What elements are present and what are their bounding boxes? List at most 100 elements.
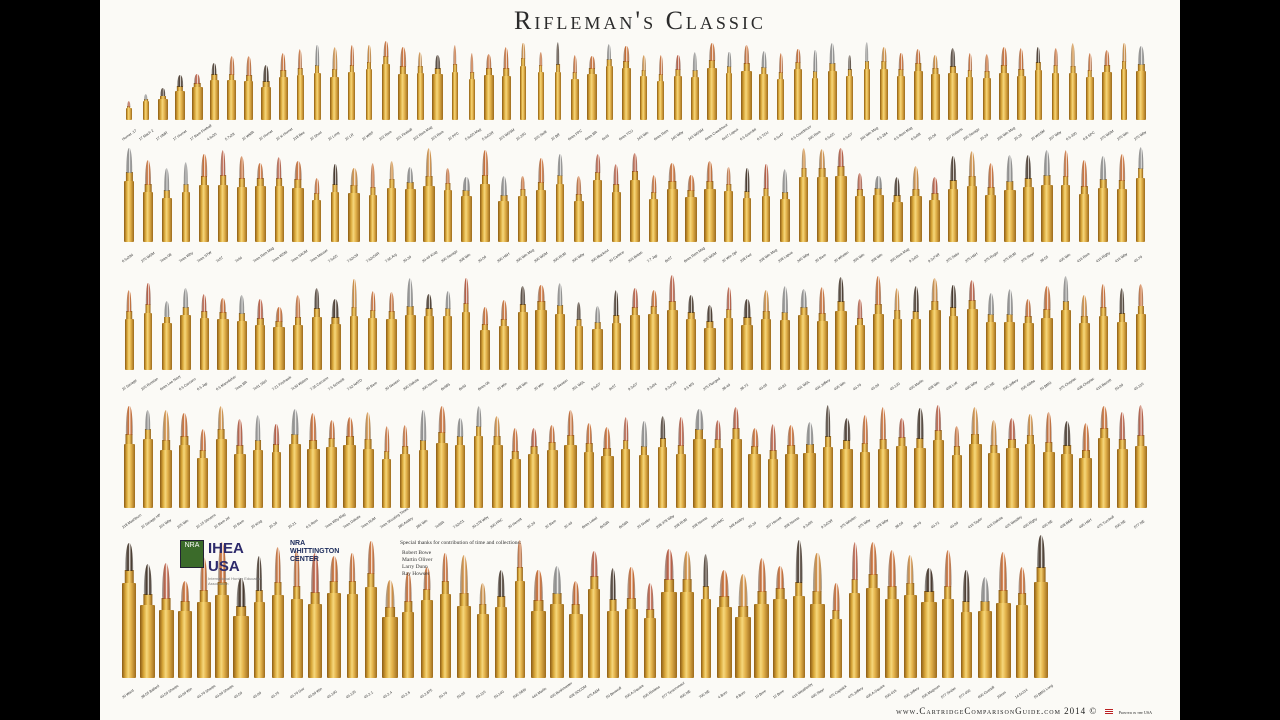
cartridge-case <box>218 184 228 242</box>
cartridge-bullet <box>825 405 831 438</box>
cartridge-label: 280 Ackley <box>397 516 414 530</box>
cartridge-bullet <box>646 582 654 610</box>
cartridge-neck <box>968 300 976 310</box>
cartridge-neck <box>714 439 722 449</box>
cartridge-bullet <box>520 175 525 190</box>
cartridge <box>215 541 230 678</box>
cartridge-bullet <box>1138 46 1145 65</box>
cartridge <box>528 427 540 508</box>
cartridge-bullet <box>1104 49 1110 66</box>
cartridge <box>921 567 937 678</box>
thanks-name: Robert Bowe <box>402 550 432 556</box>
cartridge-bullet <box>220 150 226 177</box>
cartridge <box>178 580 193 678</box>
cartridge-bullet <box>987 163 994 188</box>
cartridge <box>960 569 973 678</box>
cartridge <box>1025 413 1036 508</box>
cartridge-neck <box>126 311 133 320</box>
cartridge-case <box>348 72 356 120</box>
cartridge-bullet <box>163 167 170 192</box>
cartridge-bullet <box>1082 423 1090 451</box>
cartridge-label: 50-70 <box>437 690 448 700</box>
cartridge-bullet <box>623 416 629 441</box>
cartridge-neck <box>364 439 372 450</box>
cartridge-bullet <box>907 554 914 584</box>
cartridge-label: 351 WSL <box>571 379 586 392</box>
cartridge-neck <box>603 447 612 456</box>
cartridge-label: 30-30 <box>402 254 413 264</box>
cartridge-bullet <box>971 406 979 436</box>
cartridge-neck <box>406 181 414 190</box>
cartridge-case <box>423 185 435 242</box>
cartridge-bullet <box>916 407 924 440</box>
cartridge <box>639 54 648 120</box>
cartridge-label: 6.5 Rem <box>305 518 319 530</box>
cartridge <box>443 167 452 242</box>
cartridge-case <box>996 603 1011 678</box>
cartridge-bullet <box>517 539 523 569</box>
cartridge-case <box>290 598 303 678</box>
cartridge <box>468 52 475 120</box>
cartridge <box>892 287 902 370</box>
cartridge <box>555 282 565 370</box>
cartridge <box>362 411 374 508</box>
cartridge-neck <box>825 436 832 447</box>
cartridge-label: 300 RUM <box>552 251 568 264</box>
cartridge-neck <box>743 63 750 71</box>
cartridge-bullet <box>470 53 474 74</box>
cartridge-bullet <box>819 149 826 169</box>
cartridge-label: 500 Jeffery <box>902 686 920 700</box>
cartridge-neck <box>989 444 998 454</box>
cartridge-bullet <box>924 567 934 592</box>
cartridge <box>456 554 472 678</box>
cartridge <box>583 422 595 508</box>
cartridge-bullet <box>847 55 852 71</box>
cartridge <box>777 52 785 120</box>
cartridge-case <box>1015 604 1029 678</box>
cartridge <box>999 46 1010 120</box>
cartridge <box>536 157 547 242</box>
cartridge-case <box>960 611 973 678</box>
cartridge-label: 600 NE <box>679 689 692 700</box>
cartridge-bullet <box>236 419 243 447</box>
cartridge-bullet <box>183 161 188 185</box>
cartridge <box>863 41 870 120</box>
cartridge-neck <box>493 435 501 446</box>
cartridge <box>985 292 997 370</box>
cartridge-case <box>987 453 1000 508</box>
cartridge-label: 300 Wby <box>571 252 585 264</box>
cartridge-bullet <box>1006 154 1013 182</box>
poster: Rifleman's Classic Hornet .17 17 Mach 2 17… <box>100 0 1180 720</box>
cartridge-label: 300 Win Mag <box>514 248 535 264</box>
footer-website[interactable]: www.CartridgeComparisonGuide.com <box>896 706 1061 716</box>
cartridge <box>1079 159 1090 242</box>
cartridge-neck <box>1100 428 1108 439</box>
cartridge-label: 38-56 <box>893 520 904 530</box>
poster-footer: www.CartridgeComparisonGuide.com 2014 © … <box>896 706 1152 716</box>
cartridge-label: 495 A-Square <box>865 683 886 700</box>
cartridge-neck <box>1045 442 1053 452</box>
cartridge <box>799 147 808 242</box>
cartridge-label: 38-55 <box>1039 254 1050 264</box>
cartridge-case <box>762 195 771 242</box>
ihea-logo-subtext: International Hunter Education Associati… <box>208 576 263 586</box>
cartridge-bullet <box>1137 405 1145 437</box>
cartridge-neck <box>622 439 629 450</box>
cartridge-neck <box>519 303 526 313</box>
cartridge-case <box>368 195 377 242</box>
cartridge <box>982 53 991 120</box>
cartridge <box>498 299 510 370</box>
cartridge <box>1098 283 1108 370</box>
cartridge-bullet <box>572 55 577 74</box>
cartridge-neck <box>420 440 427 451</box>
nra-logo: NRA <box>180 540 204 568</box>
cartridge <box>535 284 548 370</box>
cartridge-bullet <box>613 164 619 185</box>
cartridge-bullet <box>370 163 376 189</box>
cartridge-neck <box>757 591 767 604</box>
cartridge <box>797 288 810 370</box>
cartridge <box>531 569 546 678</box>
cartridge-case <box>743 198 752 242</box>
cartridge-bullet <box>669 163 676 183</box>
cartridge-bullet <box>761 51 767 69</box>
